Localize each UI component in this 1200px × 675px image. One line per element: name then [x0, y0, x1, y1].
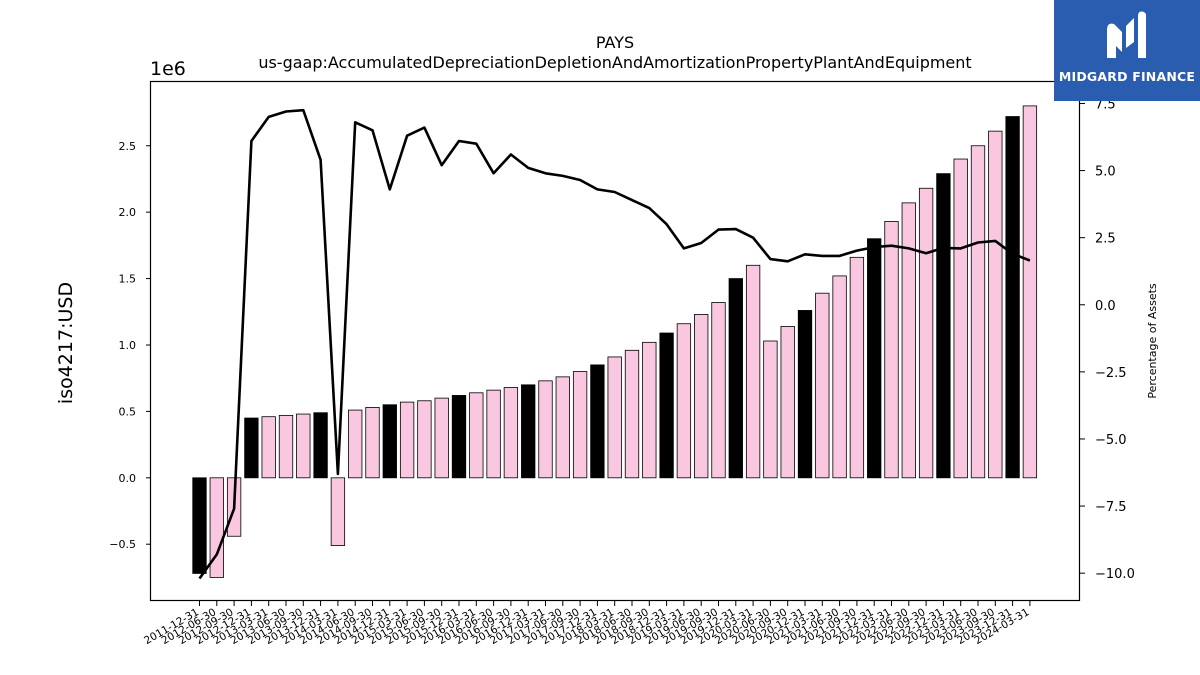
y-tick-label: 1.0	[119, 339, 137, 352]
y2-tick-label: 7.5	[1095, 97, 1116, 112]
bar-2015-03-31	[399, 401, 415, 479]
bar-2022-06-30	[901, 202, 916, 479]
bar-2015-12-31	[451, 395, 467, 479]
bar-2021-03-31	[815, 292, 830, 479]
bar-2013-09-30	[296, 413, 311, 479]
bar-2012-06-30	[209, 477, 224, 578]
bar-2014-09-30	[365, 407, 380, 479]
bar-2018-06-30	[624, 349, 640, 479]
bar-2022-03-31	[884, 221, 899, 479]
bar-2017-03-31	[538, 380, 553, 479]
chart-title: PAYS	[596, 33, 634, 52]
y2-tick-label: −2.5	[1095, 366, 1127, 381]
bar-2024-03-31	[1022, 105, 1038, 479]
logo-mark-icon	[1107, 11, 1146, 59]
bar-2017-06-30	[555, 376, 570, 479]
bar-2019-12-31	[728, 278, 743, 479]
bar-2013-12-31	[313, 412, 328, 479]
bar-2014-06-30	[348, 409, 363, 479]
y2-tick-label: −7.5	[1095, 500, 1127, 515]
bar-2020-09-30	[780, 325, 795, 479]
bar-2023-09-30	[988, 130, 1003, 479]
bar-2017-09-30	[572, 371, 588, 479]
y2-tick-label: 2.5	[1095, 232, 1116, 247]
y-tick-label: 1.5	[119, 273, 137, 286]
brand-logo: MIDGARD FINANCE	[1054, 0, 1200, 101]
bar-2019-09-30	[711, 302, 726, 479]
bar-2019-06-30	[694, 314, 709, 479]
bar-2019-03-31	[676, 323, 692, 479]
y-tick-label: 2.0	[119, 206, 137, 219]
bar-2014-03-31	[330, 477, 346, 546]
bar-2014-12-31	[382, 404, 397, 479]
bar-2022-12-31	[936, 173, 951, 479]
bar-2011-12-31	[192, 477, 207, 574]
bar-2023-06-30	[970, 145, 986, 479]
bar-2021-09-30	[849, 256, 865, 479]
bar-2017-12-31	[590, 364, 605, 479]
bar-2013-03-31	[261, 416, 276, 479]
bar-2013-06-30	[278, 414, 294, 479]
y-offset-label: 1e6	[150, 58, 186, 80]
y-tick-label: 0.0	[119, 472, 137, 485]
bar-2016-03-31	[469, 392, 484, 479]
bar-2020-12-31	[797, 310, 813, 479]
y2-tick-label: −5.0	[1095, 433, 1127, 448]
bar-2023-03-31	[953, 158, 968, 479]
bar-2018-09-30	[642, 341, 657, 479]
bar-2012-12-31	[244, 417, 259, 479]
bar-2018-03-31	[607, 356, 622, 479]
y2-tick-label: 5.0	[1095, 165, 1116, 180]
bar-2021-06-30	[832, 275, 847, 479]
y2-axis-label: Percentage of Assets	[1146, 283, 1159, 399]
bar-2016-12-31	[521, 384, 536, 479]
bar-2015-06-30	[417, 400, 432, 479]
bar-2016-09-30	[503, 387, 519, 479]
y-tick-label: 2.5	[119, 140, 137, 153]
y2-tick-label: 0.0	[1095, 299, 1116, 314]
y-tick-label: 0.5	[119, 405, 137, 418]
bar-2020-06-30	[763, 340, 778, 479]
bar-2023-12-31	[1005, 116, 1020, 479]
bar-2018-12-31	[659, 332, 674, 479]
bar-2022-09-30	[918, 187, 934, 479]
y2-tick-label: −10.0	[1095, 567, 1135, 582]
bar-2015-09-30	[434, 397, 449, 479]
bar-2020-03-31	[745, 264, 761, 479]
bar-2016-06-30	[486, 389, 501, 479]
percentage-line	[198, 108, 1031, 580]
chart-subtitle: us-gaap:AccumulatedDepreciationDepletion…	[258, 53, 971, 72]
bar-2021-12-31	[867, 238, 882, 479]
logo-text: MIDGARD FINANCE	[1058, 69, 1196, 84]
y-axis-label: iso4217:USD	[55, 282, 77, 404]
y-tick-label: −0.5	[109, 538, 136, 551]
